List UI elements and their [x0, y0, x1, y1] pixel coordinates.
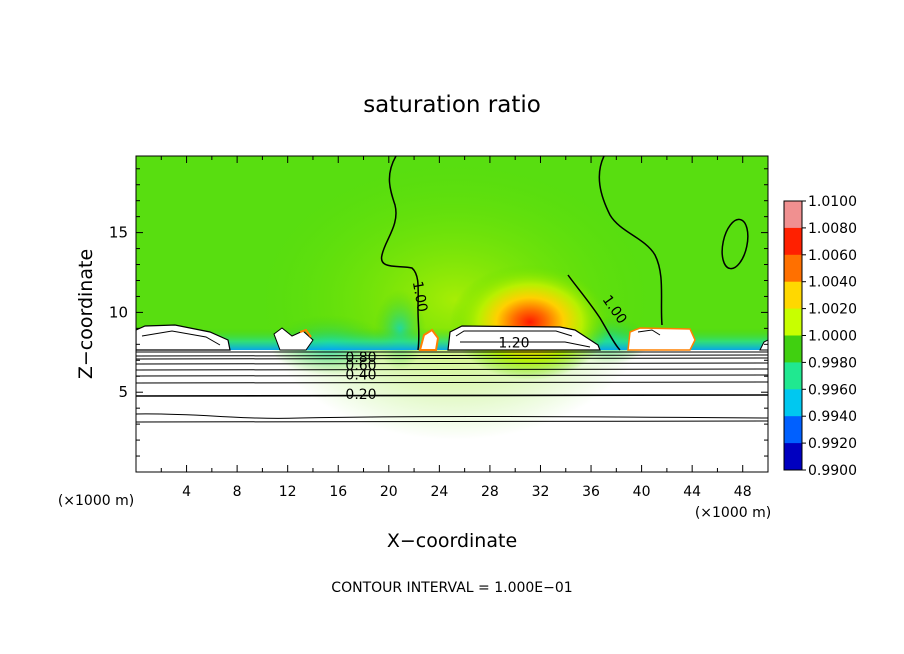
contour-label: 1.20 [498, 336, 529, 352]
contour-label-group: 0.20 [345, 387, 376, 403]
x-tick-label: 48 [734, 484, 752, 500]
contour-label-group: 1.00 [409, 280, 430, 313]
cloud-small [273, 327, 314, 351]
colorbar: 1.0100 1.0080 1.0060 1.0040 1.0020 1.0000 0.99… [783, 194, 857, 479]
colorbar-label: 0.9900 [808, 463, 857, 479]
x-tick-label: 32 [532, 484, 550, 500]
y-axis: 5 10 15 [109, 168, 768, 457]
contour-line [136, 420, 768, 423]
colorbar-swatch [784, 443, 802, 471]
colorbar-swatch [784, 201, 802, 229]
colorbar-label: 1.0040 [808, 275, 857, 291]
contour-label-group: 0.80 [345, 350, 376, 366]
colorbar-label: 0.9980 [808, 355, 857, 371]
contour-line [136, 354, 768, 357]
x-tick-label: 20 [380, 484, 398, 500]
cloud-right-inner [637, 329, 661, 336]
contour-line [136, 368, 768, 371]
cloud-center-inner [455, 330, 591, 348]
x-tick-label: 8 [233, 484, 242, 500]
x-axis: 4 8 12 16 20 24 28 32 36 40 44 48 [160, 156, 752, 500]
colorbar-swatch [784, 281, 802, 310]
colorbar-swatch [784, 362, 802, 390]
x-tick-label: 24 [430, 484, 448, 500]
x-unit-left: (×1000 m) [58, 493, 134, 509]
cloud-small-orange [299, 328, 312, 338]
cloud-left-inner [141, 330, 221, 346]
contour-100-loop [721, 218, 749, 270]
contour-line [136, 381, 768, 384]
x-tick-label: 16 [329, 484, 347, 500]
plot-area [136, 156, 768, 472]
y-tick-label: 10 [109, 303, 128, 321]
x-tick-label: 36 [582, 484, 600, 500]
contour-label: 0.60 [345, 358, 376, 374]
x-unit-right: (×1000 m) [695, 505, 771, 521]
cloud-center [447, 325, 601, 351]
colorbar-label: 0.9940 [808, 409, 857, 425]
plot-frame [135, 155, 769, 473]
x-tick-label: 4 [182, 484, 191, 500]
contour-line [136, 362, 768, 365]
colorbar-swatch [784, 389, 802, 417]
field-hotspot [450, 264, 610, 380]
colorbar-label: 0.9960 [808, 382, 857, 398]
contour-label-group: 1.20 [498, 336, 529, 352]
cloud-right [627, 327, 696, 351]
colorbar-swatch [784, 416, 802, 444]
colorbar-label: 1.0000 [808, 329, 857, 345]
colorbar-swatch [784, 254, 802, 283]
y-tick-label: 15 [109, 224, 128, 242]
contour-interval-note: CONTOUR INTERVAL = 1.000E−01 [331, 580, 572, 596]
contour-line [136, 413, 768, 419]
contour-line [136, 374, 768, 377]
x-tick-label: 44 [683, 484, 701, 500]
contour-label: 0.20 [345, 387, 376, 403]
contour-label: 0.40 [345, 368, 376, 384]
y-tick-label: 5 [118, 383, 128, 401]
chart-title: saturation ratio [363, 92, 541, 118]
cloud-left [136, 324, 231, 351]
cloud-orange-left [418, 328, 440, 351]
x-tick-label: 12 [279, 484, 297, 500]
contour-label: 1.00 [409, 280, 430, 313]
colorbar-label: 1.0080 [808, 221, 857, 237]
colorbar-swatch [784, 308, 802, 336]
x-axis-label: X−coordinate [387, 530, 517, 552]
x-tick-label: 28 [481, 484, 499, 500]
contour-100-mid [567, 274, 621, 351]
contour-label-group: 0.40 [345, 368, 376, 384]
y-axis-label: Z−coordinate [75, 249, 97, 379]
contour-label-group: 0.60 [345, 358, 376, 374]
colorbar-label: 0.9920 [808, 436, 857, 452]
colorbar-swatch [784, 227, 802, 256]
contour-line-bold [136, 394, 768, 397]
cloud-edge-right [759, 339, 768, 351]
colorbar-label: 1.0020 [808, 302, 857, 318]
contour-labels: 1.001.001.200.800.600.400.20 [345, 280, 629, 403]
x-tick-label: 40 [633, 484, 651, 500]
colorbar-swatch [784, 335, 802, 363]
colorbar-label: 1.0060 [808, 248, 857, 264]
colorbar-label: 1.0100 [808, 194, 857, 210]
contour-100-right [598, 156, 663, 326]
contour-100-left [380, 156, 420, 351]
contour-line [136, 357, 768, 360]
contour-label: 0.80 [345, 350, 376, 366]
